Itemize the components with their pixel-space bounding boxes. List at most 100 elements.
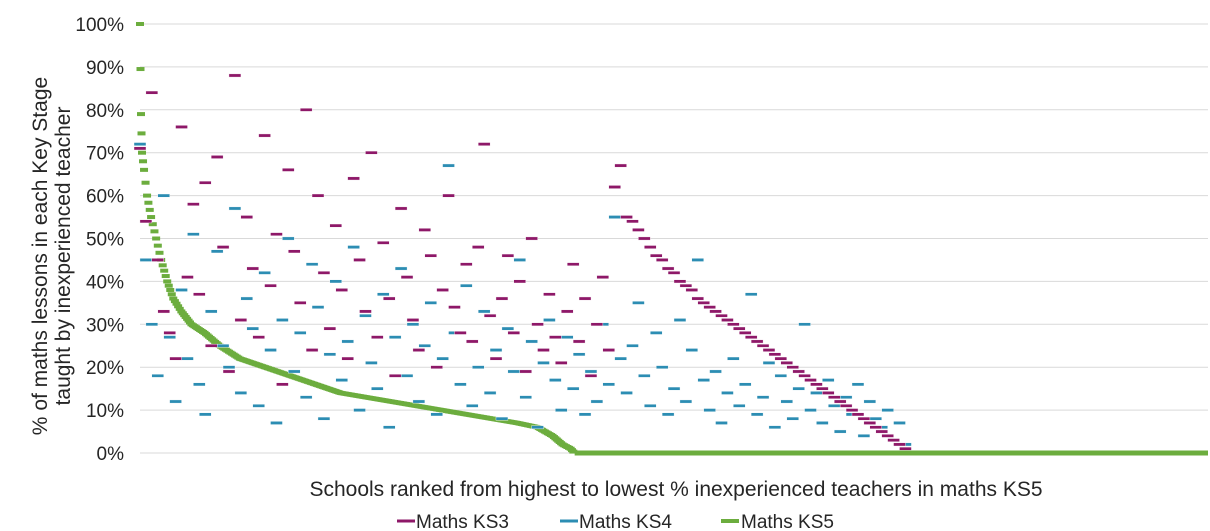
maths-ks4-point bbox=[501, 326, 515, 331]
maths-ks4-point bbox=[608, 215, 621, 219]
maths-ks4-point bbox=[839, 395, 853, 400]
maths-ks3-point bbox=[329, 223, 343, 228]
maths-ks5-point bbox=[158, 263, 167, 268]
x-axis-title: Schools ranked from highest to lowest % … bbox=[309, 478, 1042, 501]
maths-ks3-point bbox=[448, 305, 461, 309]
maths-ks3-point bbox=[388, 373, 402, 378]
maths-ks4-point bbox=[436, 356, 449, 361]
maths-ks3-point bbox=[786, 365, 799, 370]
maths-ks3-point bbox=[436, 288, 449, 292]
maths-ks3-point bbox=[561, 309, 574, 314]
maths-ks4-point bbox=[555, 408, 568, 412]
maths-ks3-point bbox=[661, 266, 675, 271]
maths-ks4-point bbox=[572, 352, 586, 357]
legend-item-ks5: Maths KS5 bbox=[721, 512, 834, 531]
maths-ks3-point bbox=[679, 283, 693, 288]
maths-ks4-point bbox=[774, 373, 788, 378]
maths-ks4-point bbox=[810, 391, 823, 395]
maths-ks3-point bbox=[744, 335, 758, 339]
maths-ks3-point bbox=[371, 335, 384, 339]
maths-ks4-point bbox=[780, 399, 793, 404]
maths-ks5-point bbox=[143, 193, 152, 198]
maths-ks3-point bbox=[276, 382, 289, 387]
maths-ks3-point bbox=[816, 386, 829, 391]
maths-ks4-point bbox=[252, 404, 265, 408]
maths-ks3-point bbox=[750, 339, 764, 344]
maths-ks3-point bbox=[584, 373, 598, 378]
maths-ks4-point bbox=[667, 386, 681, 391]
maths-ks5-point bbox=[136, 67, 145, 72]
maths-ks4-point bbox=[632, 301, 645, 305]
maths-ks5-point bbox=[137, 131, 146, 136]
maths-ks5-point bbox=[164, 283, 173, 288]
maths-ks3-point bbox=[549, 335, 562, 339]
maths-ks3-point bbox=[543, 292, 556, 297]
maths-ks4-point bbox=[697, 378, 710, 382]
maths-ks4-point bbox=[430, 412, 443, 417]
maths-ks3-point bbox=[620, 215, 633, 219]
maths-ks4-point bbox=[234, 391, 248, 395]
maths-ks3-point bbox=[513, 279, 526, 284]
maths-ks3-point bbox=[424, 253, 437, 258]
maths-ks3-point bbox=[294, 301, 307, 305]
maths-ks3-point bbox=[216, 245, 230, 249]
maths-ks4-point bbox=[703, 408, 716, 412]
maths-ks4-point bbox=[222, 365, 236, 370]
maths-ks4-point bbox=[750, 412, 764, 417]
y-tick-label: 90% bbox=[86, 58, 124, 79]
maths-ks3-point bbox=[483, 313, 497, 318]
maths-ks4-point bbox=[733, 404, 746, 408]
y-axis-title-line-1: % of maths lessons in each Key Stage bbox=[29, 77, 52, 435]
maths-ks3-point bbox=[495, 296, 509, 301]
maths-ks3-point bbox=[828, 395, 841, 400]
maths-ks4-point bbox=[412, 399, 426, 404]
maths-ks5-point bbox=[569, 449, 578, 454]
maths-ks4-point bbox=[543, 318, 556, 322]
maths-ks4-point bbox=[709, 369, 722, 374]
maths-ks3-point bbox=[578, 296, 592, 301]
y-axis-title-line-2: taught by inexperienced teacher bbox=[52, 107, 75, 406]
maths-ks3-point bbox=[733, 326, 746, 331]
maths-ks4-point bbox=[614, 356, 627, 361]
maths-ks4-point bbox=[566, 386, 580, 391]
maths-ks4-point bbox=[371, 386, 384, 391]
maths-ks5-point bbox=[160, 268, 169, 273]
maths-ks3-point bbox=[655, 258, 669, 262]
maths-ks3-point bbox=[383, 296, 396, 301]
maths-ks3-point bbox=[626, 219, 639, 224]
maths-ks4-point bbox=[584, 369, 598, 374]
maths-ks3-point bbox=[460, 262, 473, 267]
maths-ks3-point bbox=[193, 292, 206, 297]
series-maths-ks4 bbox=[133, 142, 912, 447]
maths-ks4-point bbox=[489, 348, 503, 352]
maths-ks3-point bbox=[163, 331, 176, 335]
maths-ks3-point bbox=[650, 253, 663, 258]
maths-ks3-point bbox=[644, 245, 657, 249]
maths-ks3-point bbox=[857, 416, 871, 421]
maths-ks4-point bbox=[377, 292, 390, 297]
maths-ks4-point bbox=[454, 382, 467, 387]
maths-ks4-point bbox=[685, 348, 699, 352]
maths-ks3-point bbox=[798, 373, 811, 378]
maths-ks3-point bbox=[839, 404, 853, 408]
maths-ks3-point bbox=[282, 168, 295, 172]
maths-ks3-point bbox=[489, 356, 503, 361]
maths-ks3-point bbox=[715, 313, 728, 318]
maths-ks4-point bbox=[335, 378, 348, 382]
maths-ks4-point bbox=[483, 391, 497, 395]
maths-ks4-point bbox=[394, 266, 408, 271]
maths-ks5-point bbox=[161, 274, 170, 279]
y-tick-label: 50% bbox=[86, 230, 124, 251]
maths-ks3-point bbox=[608, 185, 621, 189]
maths-ks4-point bbox=[857, 434, 871, 438]
maths-ks4-point bbox=[442, 163, 455, 168]
maths-ks3-point bbox=[762, 348, 776, 352]
maths-ks3-point bbox=[205, 343, 218, 348]
maths-ks4-point bbox=[400, 373, 414, 378]
y-tick-label: 0% bbox=[97, 444, 125, 465]
maths-ks3-point bbox=[288, 249, 301, 254]
y-tick-label: 80% bbox=[86, 101, 124, 122]
maths-ks4-point bbox=[205, 309, 218, 314]
maths-ks4-point bbox=[863, 399, 877, 404]
y-tick-label: 40% bbox=[86, 272, 124, 293]
